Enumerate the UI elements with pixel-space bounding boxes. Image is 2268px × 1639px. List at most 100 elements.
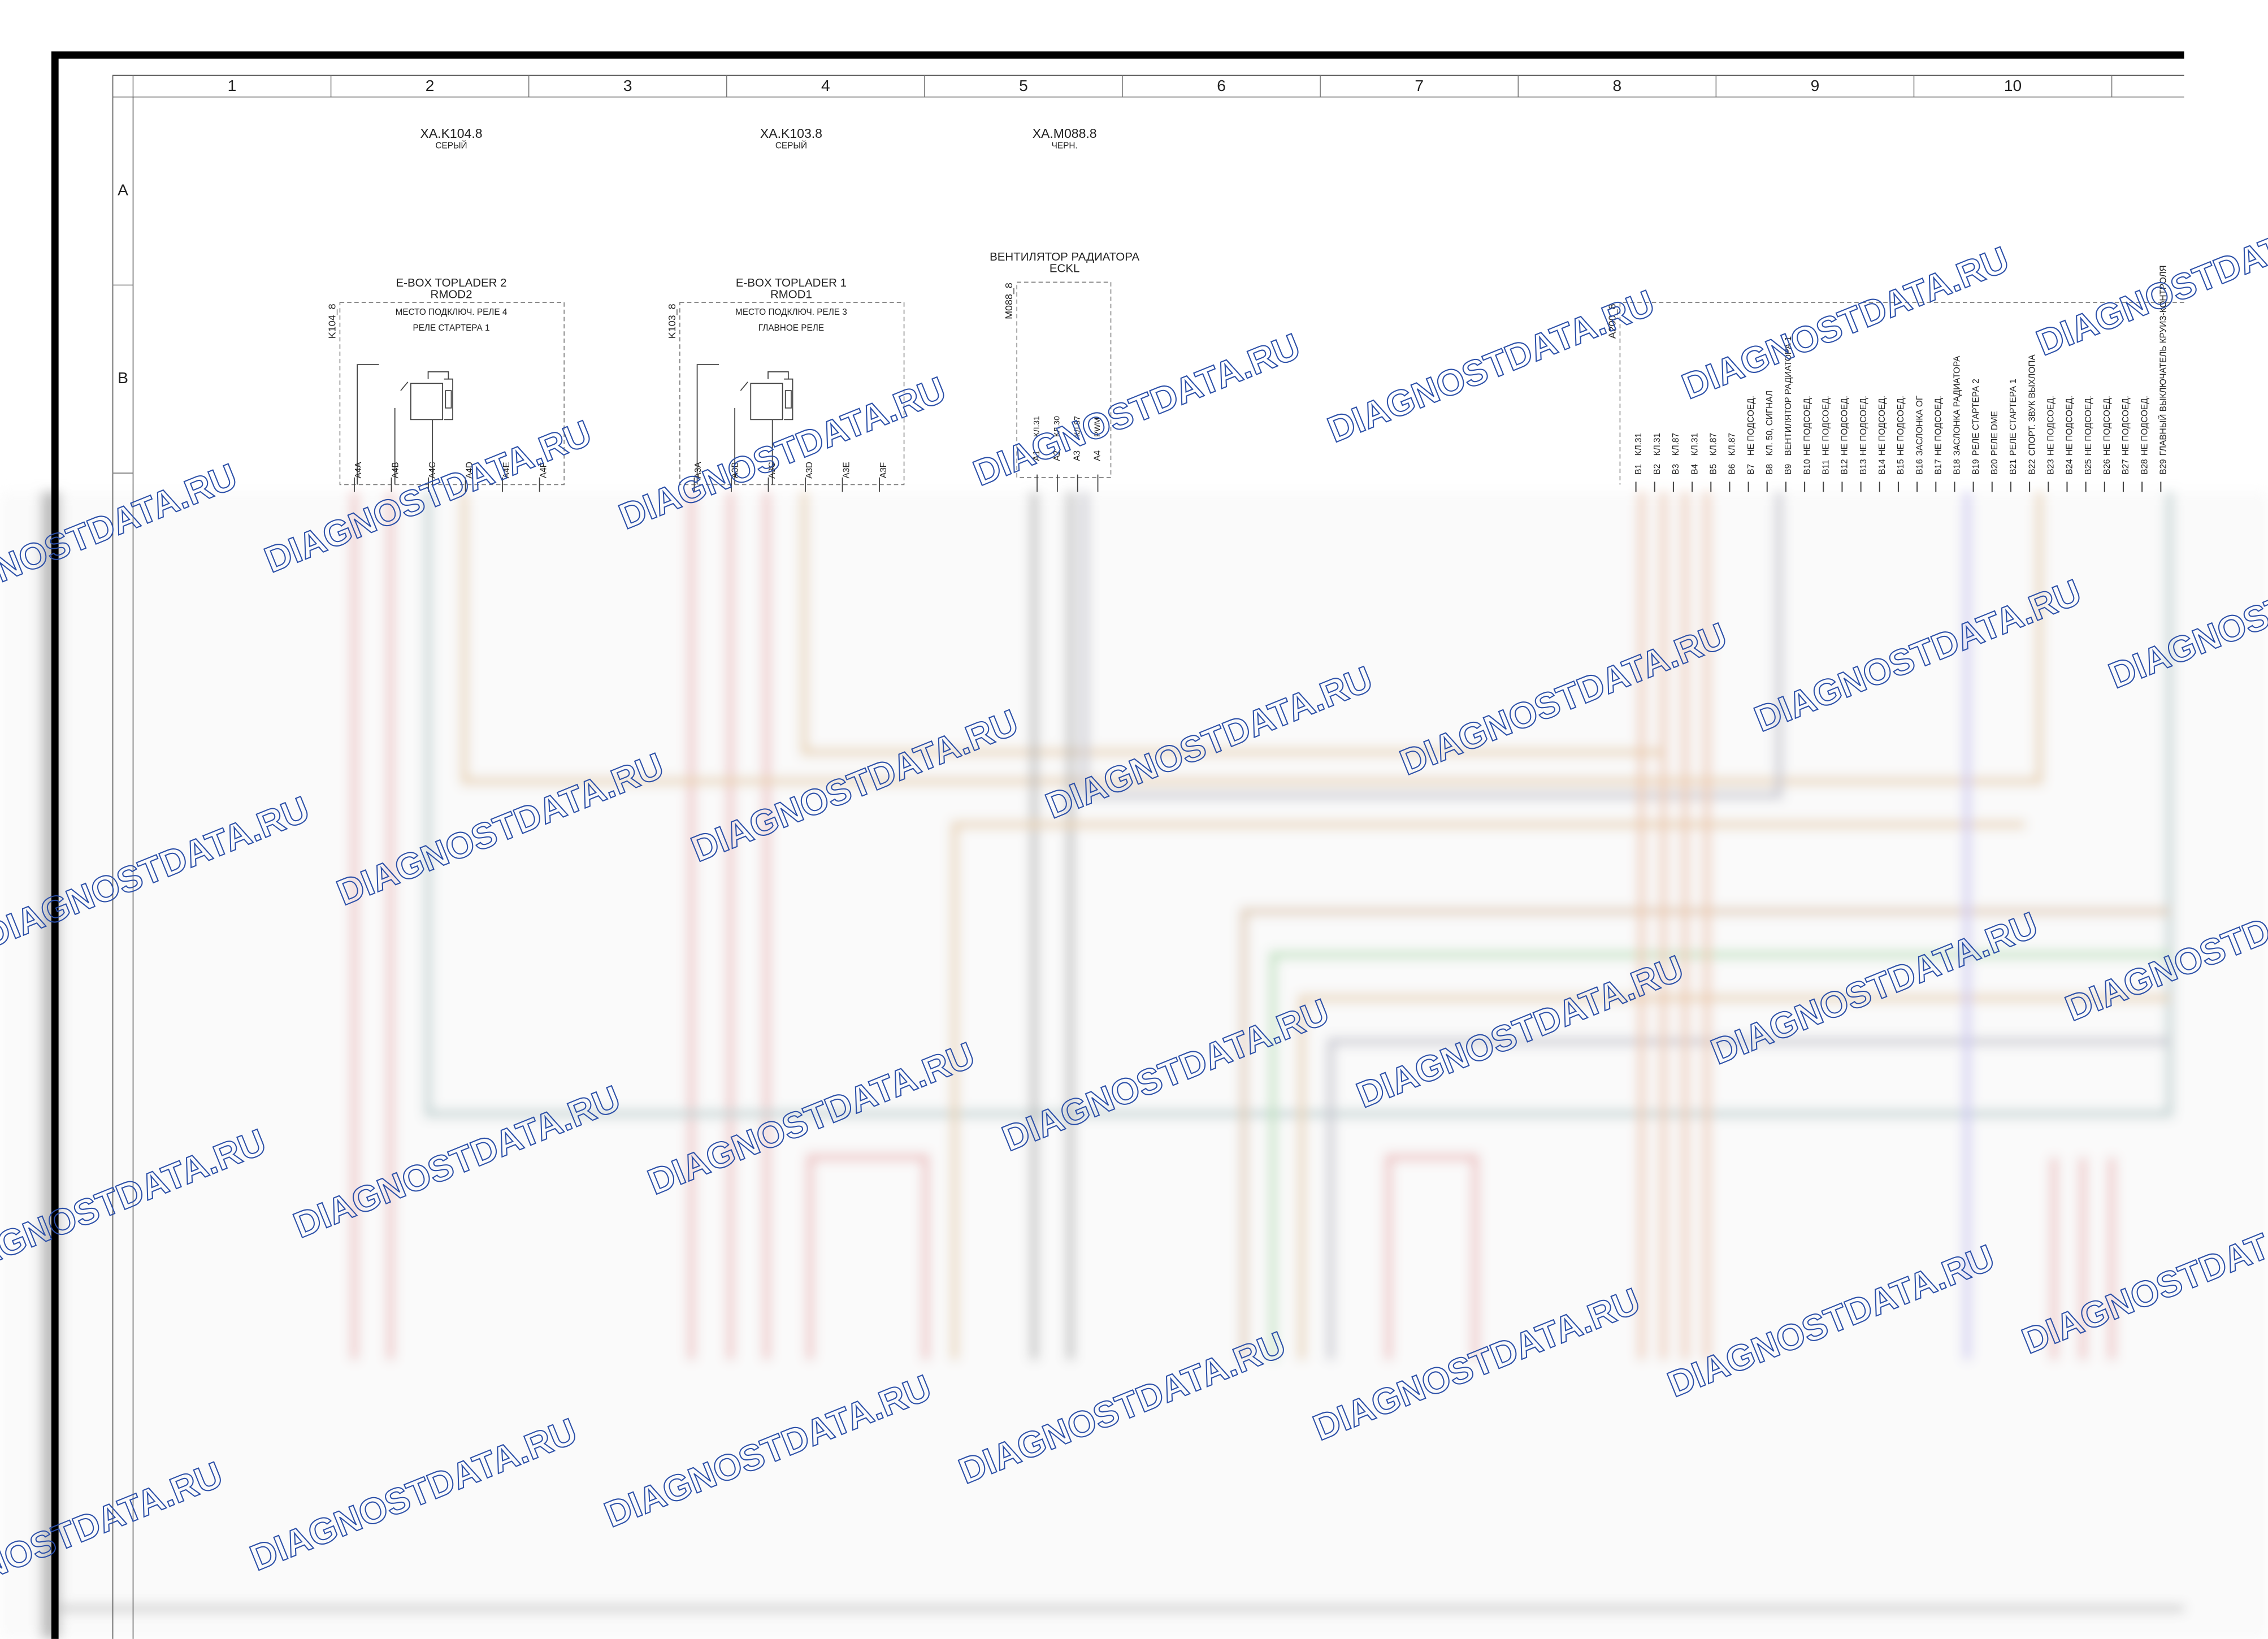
pin-label: B9 [1784, 464, 1793, 475]
pin-function: РЕЛЕ СТАРТЕРА 1 [2009, 379, 2018, 456]
column-label: 2 [426, 77, 435, 94]
pin-function: НЕ ПОДСОЕД. [2046, 396, 2055, 456]
pin-label: A3B [731, 462, 740, 478]
pin-function: НЕ ПОДСОЕД. [1802, 396, 1812, 456]
pin-label: A3C [767, 462, 777, 479]
pin-function: КЛ.87 [1072, 416, 1081, 437]
pin-label: B22 [2027, 459, 2037, 474]
pin-function: PWM [1092, 418, 1102, 437]
component-note: РЕЛЕ СТАРТЕРА 1 [413, 323, 489, 333]
pin-function: ЗАСЛОНКА ОГ [1915, 395, 1924, 456]
pin-label: A4C [428, 462, 437, 479]
pin-label: A3 [1073, 450, 1082, 461]
pin-label: B24 [2065, 459, 2075, 475]
pin-function: ЗАСЛОНКА РАДИАТОРА [1953, 355, 1962, 456]
pin-label: A2 [1052, 450, 1062, 461]
pin-function: НЕ ПОДСОЕД. [1821, 396, 1831, 456]
pin-function: КЛ.31 [1634, 433, 1643, 456]
pin-label: B13 [1859, 459, 1868, 474]
pin-function: КЛ.31 [1653, 433, 1662, 456]
component-box [1016, 281, 1112, 478]
component-note: МЕСТО ПОДКЛЮЧ. РЕЛЕ 3 [735, 307, 847, 317]
pin-function: РЕЛЕ СТАРТЕРА 2 [1971, 379, 1981, 456]
pin-label: A4B [391, 462, 400, 478]
relay-symbol [357, 364, 453, 485]
component-box [339, 302, 565, 485]
pin-label: B10 [1802, 459, 1812, 474]
pin-function: РЕЛЕ DME [1990, 411, 2000, 456]
pin-function: НЕ ПОДСОЕД. [1896, 396, 1906, 456]
connector-id: XA.M088.8 [1033, 126, 1097, 141]
pin-label: B5 [1708, 464, 1718, 475]
pin-function: НЕ ПОДСОЕД. [2140, 396, 2149, 456]
connector-color: ЧЕРН. [1052, 141, 1078, 151]
pin-label: B20 [1990, 459, 2000, 474]
pin-function: НЕ ПОДСОЕД. [2084, 396, 2093, 456]
connector-id: XA.K104.8 [420, 126, 482, 141]
relay-symbol [696, 364, 793, 485]
component-ref: M088_8 [1003, 283, 1015, 319]
column-label: 5 [1019, 77, 1028, 94]
component-note: МЕСТО ПОДКЛЮЧ. РЕЛЕ 4 [396, 307, 508, 317]
row-label: B [118, 369, 128, 387]
pin-function: КЛ.87 [1671, 433, 1681, 456]
pin-label: A3E [842, 462, 851, 478]
connector-color: СЕРЫЙ [775, 141, 807, 151]
pin-function: КЛ.30 [1052, 416, 1061, 437]
pin-function: ВЕНТИЛЯТОР РАДИАТОРА 1 [1784, 336, 1793, 456]
pin-label: A4E [502, 462, 511, 478]
pin-function: НЕ ПОДСОЕД. [1746, 396, 1756, 456]
pin-function: СПОРТ. ЗВУК ВЫХЛОПА [2027, 354, 2037, 456]
pin-function: ГЛАВНЫЙ ВЫКЛЮЧАТЕЛЬ КРУИЗ-КОНТРОЛЯ [2158, 265, 2168, 456]
pin-label: B28 [2140, 459, 2149, 474]
column-label: 9 [1811, 77, 1820, 94]
pin-label: B4 [1690, 463, 1699, 474]
pin-label: B23 [2046, 459, 2055, 474]
pin-label: B26 [2102, 459, 2112, 474]
pin-function: НЕ ПОДСОЕД. [1933, 396, 1943, 456]
pin-label: B29 [2158, 459, 2168, 474]
column-label: 7 [1415, 77, 1424, 94]
component-subtitle: RMOD1 [770, 288, 812, 301]
column-label: 3 [623, 77, 632, 94]
pin-label: B2 [1653, 464, 1662, 475]
pin-label: B25 [2084, 459, 2093, 474]
component-subtitle: RMOD2 [431, 288, 472, 301]
pin-function: КЛ.31 [1032, 416, 1041, 437]
grid: 1 2 3 4 5 6 7 8 9 10 A B [112, 75, 2113, 474]
pin-label: B27 [2121, 459, 2131, 474]
pin-label: A3A [693, 462, 703, 479]
pin-label: B16 [1915, 459, 1924, 474]
outer-border [51, 51, 2184, 1639]
pin-label: A1 [1032, 450, 1042, 461]
pin-label: B21 [2009, 459, 2018, 474]
pin-label: A4D [465, 462, 474, 479]
component-ref: K104_8 [326, 303, 338, 339]
pin-label: B11 [1821, 459, 1831, 474]
pin-label: B8 [1765, 464, 1775, 475]
component-note: ГЛАВНОЕ РЕЛЕ [758, 323, 824, 333]
pin-label: B15 [1896, 459, 1906, 474]
pin-label: B1 [1634, 464, 1643, 475]
column-label: 4 [821, 77, 830, 94]
pin-label: A4F [539, 462, 548, 478]
pin-label: B18 [1953, 459, 1962, 474]
connector-color: СЕРЫЙ [435, 141, 467, 151]
component-ref: A200_8 [1606, 303, 1618, 339]
blurred-wiring [0, 492, 2268, 1639]
pin-function: КЛ.87 [1728, 433, 1737, 456]
pin-function: КЛ.87 [1708, 433, 1718, 456]
pin-function: КЛ.31 [1690, 433, 1699, 456]
pin-label: A4 [1093, 450, 1103, 461]
pin-function: НЕ ПОДСОЕД. [1877, 396, 1887, 456]
pin-label: B12 [1840, 459, 1850, 474]
pin-function: КЛ. 50, СИГНАЛ [1765, 391, 1775, 456]
pin-function: НЕ ПОДСОЕД. [1840, 396, 1850, 456]
pin-function: НЕ ПОДСОЕД. [2065, 396, 2075, 456]
component-title: ВЕНТИЛЯТОР РАДИАТОРА [990, 250, 1139, 263]
component-title: E-BOX TOPLADER 2 [396, 276, 506, 289]
pin-label: B19 [1971, 459, 1981, 474]
components: XA.K104.8СЕРЫЙXA.K103.8СЕРЫЙXA.M088.8ЧЕР… [326, 126, 2184, 492]
